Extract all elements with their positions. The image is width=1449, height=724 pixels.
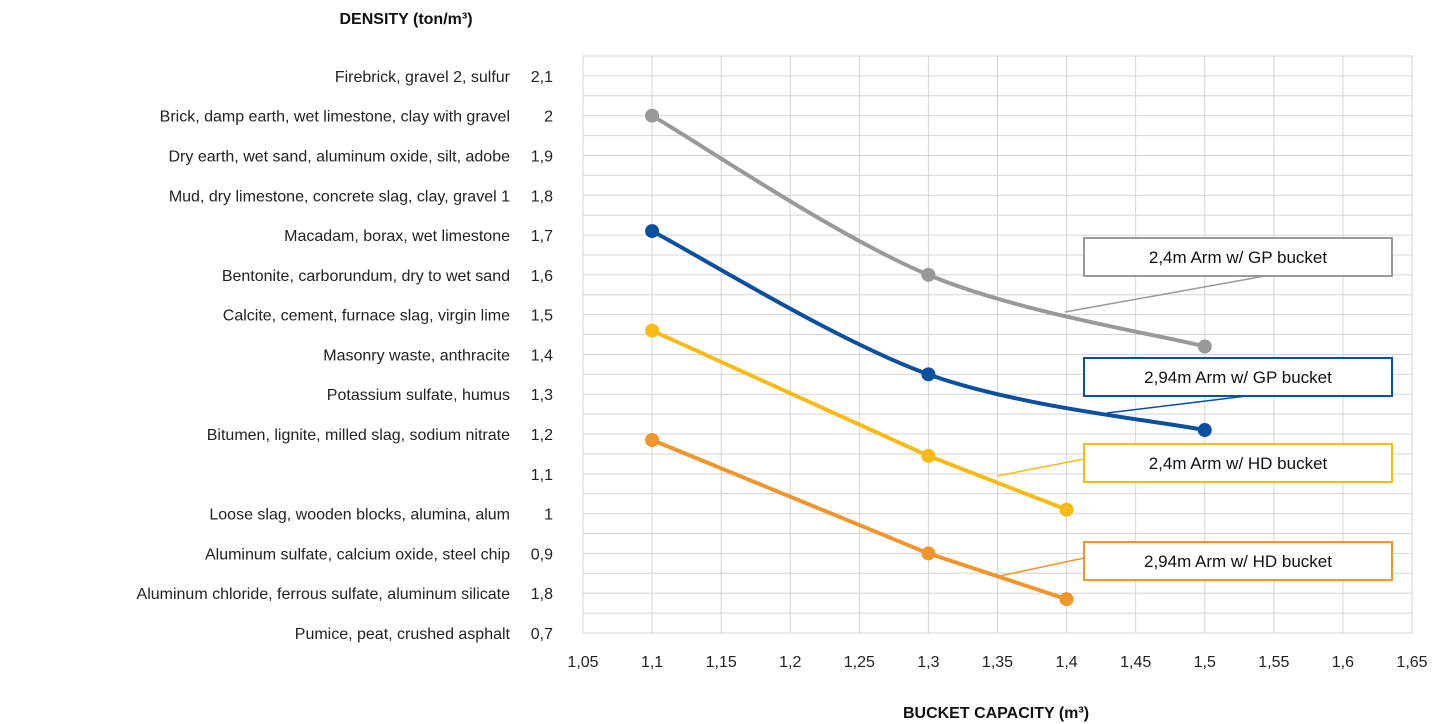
legend: 2,4m Arm w/ GP bucket 2,94m Arm w/ GP buc… [1083,237,1393,581]
data-point [645,323,660,338]
material-label: Macadam, borax, wet limestone [284,228,510,245]
data-point [1197,423,1212,438]
data-point [921,546,936,561]
y-tick-label: 1,2 [531,427,553,444]
x-tick-label: 1,5 [1194,654,1216,671]
y-tick-label: 0,9 [531,546,553,563]
y-tick-label: 1,7 [531,228,553,245]
data-point [921,367,936,382]
data-point [1197,339,1212,354]
material-label: Aluminum sulfate, calcium oxide, steel c… [205,546,510,563]
x-tick-label: 1,25 [844,654,875,671]
grid [582,55,1413,634]
legend-box [1083,443,1393,483]
material-label: Bitumen, lignite, milled slag, sodium ni… [207,427,510,444]
y-tick-label: 2 [544,109,553,126]
y-tick-label: 1,6 [531,268,553,285]
legend-box [1083,237,1393,277]
material-label: Bentonite, carborundum, dry to wet sand [222,268,510,285]
legend-label: 2,4m Arm w/ GP bucket [1149,248,1328,267]
y-tick-label: 0,7 [531,626,553,643]
x-tick-label: 1,35 [982,654,1013,671]
y-tick-label: 1 [544,507,553,524]
data-point [921,267,936,282]
y-tick-label: 1,8 [531,188,553,205]
y-tick-label: 1,1 [531,467,553,484]
y-tick-label: 1,8 [531,586,553,603]
y-tick-label: 1,9 [531,148,553,165]
material-label: Brick, damp earth, wet limestone, clay w… [160,109,510,126]
data-point [645,108,660,123]
y-axis-title: DENSITY (ton/m³) [339,11,472,28]
material-label: Aluminum chloride, ferrous sulfate, alum… [137,586,511,603]
y-tick-label: 1,4 [531,347,553,364]
legend-box [1083,357,1393,397]
data-point [645,433,660,448]
material-label: Pumice, peat, crushed asphalt [295,626,511,643]
material-label: Loose slag, wooden blocks, alumina, alum [209,507,510,524]
data-point [1059,592,1074,607]
x-tick-label: 1,15 [706,654,737,671]
legend-leader-line [999,557,1085,577]
y-tick-label: 1,5 [531,308,553,325]
legend-leader-line [1064,275,1266,313]
material-label: Mud, dry limestone, concrete slag, clay,… [169,188,510,205]
x-tick-label: 1,2 [779,654,801,671]
x-axis-ticks: 1,05 1,1 1,15 1,2 1,25 1,3 1,35 1,4 1,45 1,5 1,55 1… [567,654,1427,671]
x-tick-label: 1,45 [1120,654,1151,671]
data-point [645,224,660,239]
x-tick-label: 1,1 [641,654,663,671]
material-label: Potassium sulfate, humus [327,387,510,404]
legend-box [1083,541,1393,581]
x-tick-label: 1,6 [1332,654,1354,671]
data-point [921,448,936,463]
series [645,108,1212,607]
material-label: Dry earth, wet sand, aluminum oxide, sil… [169,148,511,165]
legend-label: 2,94m Arm w/ HD bucket [1144,552,1332,571]
y-tick-label: 2,1 [531,69,553,86]
x-tick-label: 1,65 [1396,654,1427,671]
legend-label: 2,94m Arm w/ GP bucket [1144,368,1332,387]
material-label: Masonry waste, anthracite [323,347,510,364]
data-point [1059,502,1074,517]
material-label: Firebrick, gravel 2, sulfur [335,69,511,86]
y-tick-label: 1,3 [531,387,553,404]
legend-label: 2,4m Arm w/ HD bucket [1149,454,1328,473]
x-tick-label: 1,3 [917,654,939,671]
y-axis-ticks: 2,1 Firebrick, gravel 2, sulfur 2 Brick, da… [137,69,554,643]
x-tick-label: 1,05 [567,654,598,671]
x-tick-label: 1,4 [1055,654,1077,671]
x-axis-title: BUCKET CAPACITY (m³) [903,705,1089,722]
legend-leaders [996,275,1266,577]
x-tick-label: 1,55 [1258,654,1289,671]
legend-leader-line [1106,394,1256,414]
legend-leader-line [996,458,1085,477]
material-label: Calcite, cement, furnace slag, virgin li… [223,308,510,325]
